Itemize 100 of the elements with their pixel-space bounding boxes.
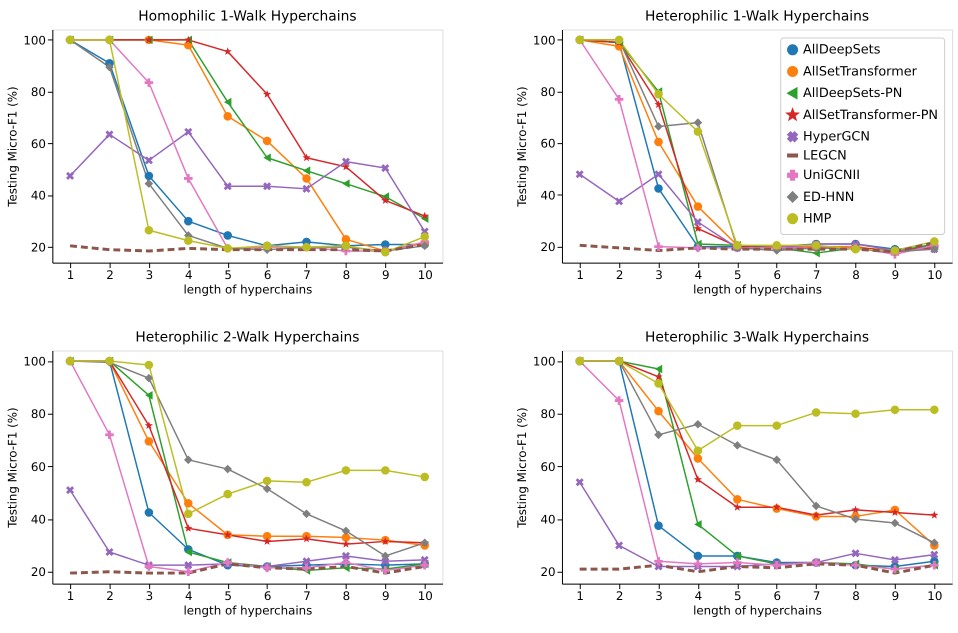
point (381, 552, 390, 560)
point (694, 218, 702, 226)
x-tick-label: 6 (264, 268, 272, 282)
x-tick-label: 8 (342, 588, 350, 603)
x-axis-title: length of hyperchains (693, 282, 822, 297)
point (144, 508, 154, 517)
x-tick-label: 5 (734, 588, 742, 603)
x-tick-label: 1 (576, 588, 584, 603)
point (890, 406, 900, 414)
point (184, 174, 193, 183)
x-tick-label: 6 (264, 588, 272, 603)
point (694, 420, 702, 429)
legend-label: ED-HNN (802, 190, 854, 205)
point (576, 478, 584, 486)
point (144, 172, 154, 180)
point (184, 456, 193, 464)
y-tick-label: 20 (30, 240, 46, 255)
x-tick-label: 6 (773, 268, 781, 282)
y-tick-label: 100 (23, 354, 46, 369)
point (263, 90, 272, 98)
y-tick-label: 80 (30, 407, 46, 422)
x-tick-label: 10 (418, 588, 433, 603)
x-tick-label: 1 (66, 588, 74, 603)
point (654, 430, 663, 440)
x-tick-label: 2 (106, 268, 114, 282)
point (223, 231, 232, 240)
point (184, 499, 193, 508)
point (263, 182, 272, 190)
point (615, 197, 624, 206)
point (263, 153, 271, 162)
x-tick-label: 9 (382, 268, 390, 282)
point (302, 174, 311, 183)
point (420, 472, 429, 482)
point (223, 464, 232, 474)
point (302, 478, 311, 486)
point (851, 506, 860, 514)
x-tick-label: 4 (694, 268, 702, 282)
y-tick-label: 80 (540, 85, 556, 100)
point (852, 549, 860, 558)
x-tick-label: 2 (106, 588, 114, 603)
point (654, 242, 663, 251)
point (302, 557, 311, 566)
point (342, 158, 350, 166)
x-tick-label: 1 (66, 268, 74, 282)
point (694, 446, 702, 455)
point (144, 360, 154, 370)
x-axis-title: length of hyperchains (183, 604, 312, 618)
point (342, 526, 350, 536)
legend-label: AllDeepSets (802, 42, 881, 58)
y-tick-label: 80 (540, 407, 556, 422)
x-tick-label: 7 (812, 268, 820, 282)
point (614, 396, 624, 405)
x-tick-label: 3 (655, 268, 663, 282)
point (302, 153, 311, 162)
y-tick-label: 60 (540, 136, 556, 151)
point (262, 532, 272, 540)
point (654, 372, 663, 380)
x-tick-label: 8 (852, 268, 860, 282)
point (654, 138, 663, 146)
point (615, 541, 624, 550)
point (184, 216, 193, 226)
point (66, 486, 74, 494)
y-tick-label: 60 (30, 136, 46, 151)
point (694, 560, 702, 568)
point (851, 409, 860, 418)
point (420, 232, 429, 241)
point (144, 226, 154, 235)
y-tick-label: 100 (532, 354, 556, 369)
point (733, 558, 742, 567)
y-axis-title: Testing Micro-F1 (%) (5, 407, 20, 529)
point (184, 236, 193, 245)
point (654, 122, 663, 131)
y-tick-label: 100 (532, 33, 556, 48)
point (342, 540, 350, 548)
point (184, 524, 192, 532)
x-tick-label: 7 (812, 588, 820, 603)
point (694, 475, 702, 484)
point (105, 548, 114, 556)
y-axis-title: Testing Micro-F1 (%) (515, 86, 530, 208)
x-tick-label: 7 (303, 588, 311, 603)
y-tick-label: 20 (540, 565, 556, 580)
point (224, 182, 232, 190)
point (263, 537, 272, 545)
point (302, 564, 311, 572)
point (772, 421, 781, 430)
x-tick-label: 10 (927, 588, 942, 603)
x-tick-label: 8 (852, 588, 860, 603)
point (654, 184, 663, 193)
point (812, 408, 820, 417)
point (930, 406, 939, 414)
x-tick-label: 8 (342, 268, 350, 282)
point (930, 510, 938, 519)
chart-title: Homophilic 1-Walk Hyperchains (138, 8, 357, 25)
x-tick-label: 3 (146, 588, 154, 603)
point (694, 454, 702, 463)
point (420, 212, 429, 220)
point (262, 484, 272, 494)
x-tick-label: 2 (616, 588, 624, 603)
point (342, 466, 350, 475)
point (381, 164, 390, 172)
